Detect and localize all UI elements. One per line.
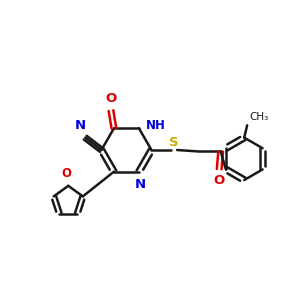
Text: O: O	[105, 92, 117, 105]
Text: CH₃: CH₃	[250, 112, 269, 122]
Text: O: O	[62, 167, 72, 180]
Text: N: N	[75, 119, 86, 132]
Text: O: O	[214, 174, 225, 188]
Text: S: S	[169, 136, 178, 148]
Text: N: N	[135, 178, 146, 191]
Text: NH: NH	[146, 119, 166, 132]
